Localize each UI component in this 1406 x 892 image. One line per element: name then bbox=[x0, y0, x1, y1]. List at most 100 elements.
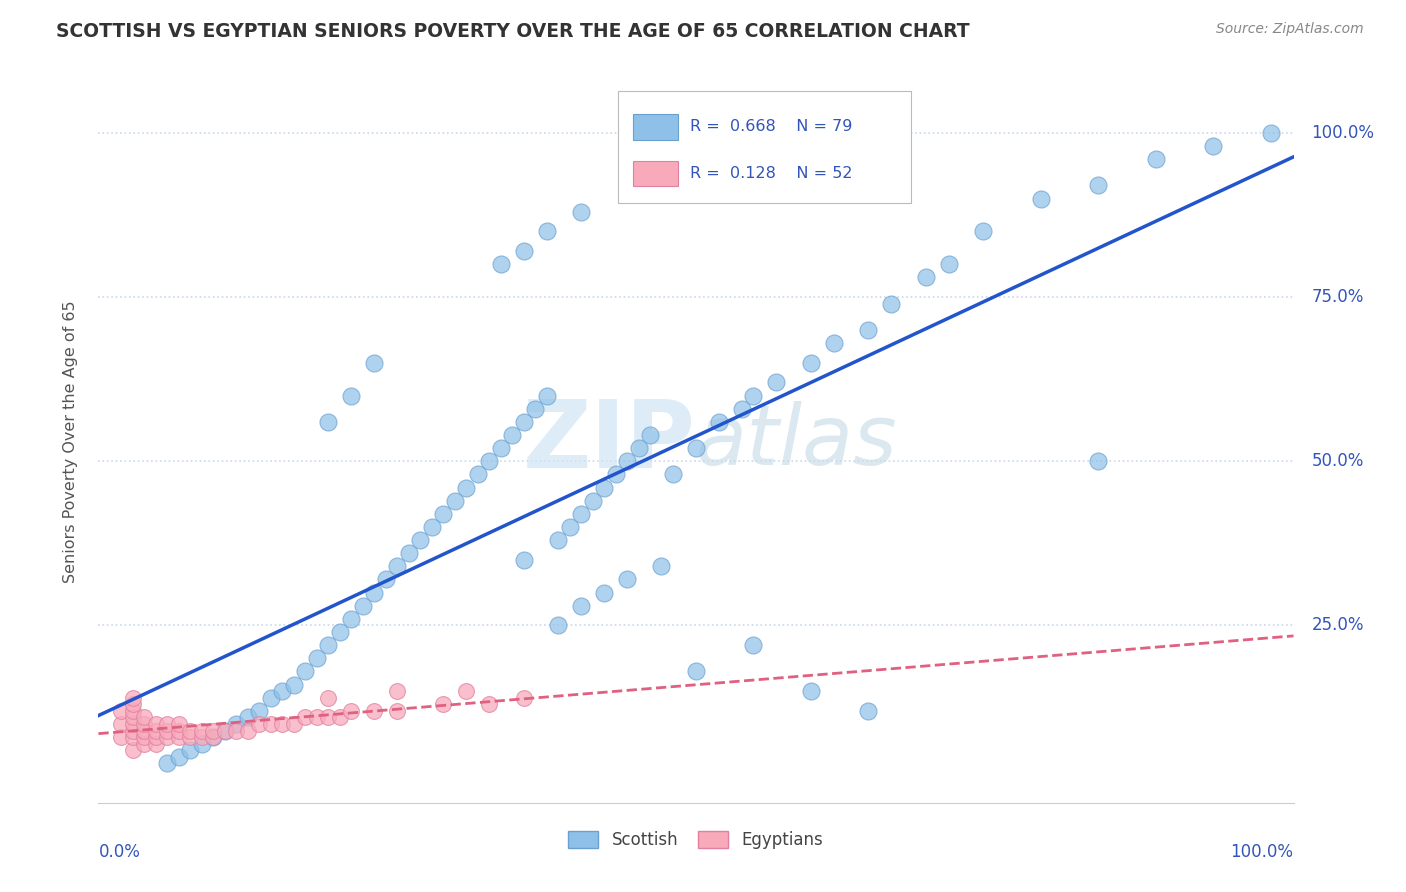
Point bbox=[202, 723, 225, 738]
Point bbox=[972, 224, 994, 238]
Point bbox=[742, 388, 765, 402]
Point bbox=[316, 638, 339, 652]
Point bbox=[167, 749, 190, 764]
Point bbox=[191, 737, 214, 751]
Point bbox=[134, 717, 156, 731]
Text: 0.0%: 0.0% bbox=[98, 843, 141, 861]
Point bbox=[363, 585, 385, 599]
Point bbox=[214, 723, 236, 738]
Text: 100.0%: 100.0% bbox=[1312, 124, 1375, 142]
Point bbox=[662, 467, 685, 482]
Point bbox=[260, 690, 283, 705]
Point bbox=[225, 723, 247, 738]
Point bbox=[202, 730, 225, 744]
Point bbox=[202, 730, 225, 744]
Point bbox=[283, 717, 305, 731]
Point bbox=[236, 723, 259, 738]
Point bbox=[191, 723, 214, 738]
Point bbox=[524, 401, 547, 416]
Text: Source: ZipAtlas.com: Source: ZipAtlas.com bbox=[1216, 22, 1364, 37]
Text: 25.0%: 25.0% bbox=[1312, 616, 1364, 634]
Point bbox=[398, 546, 420, 560]
Point bbox=[858, 323, 880, 337]
Point bbox=[432, 507, 454, 521]
Point bbox=[536, 224, 558, 238]
Point bbox=[134, 710, 156, 724]
Point bbox=[316, 710, 339, 724]
Point bbox=[616, 573, 638, 587]
Point bbox=[593, 585, 616, 599]
Point bbox=[1202, 139, 1225, 153]
Point bbox=[456, 684, 478, 698]
Point bbox=[122, 710, 145, 724]
Point bbox=[352, 599, 374, 613]
Point bbox=[294, 665, 316, 679]
Point bbox=[593, 481, 616, 495]
Point bbox=[110, 704, 132, 718]
Point bbox=[1260, 126, 1282, 140]
Point bbox=[329, 710, 352, 724]
Point bbox=[236, 710, 259, 724]
Text: atlas: atlas bbox=[696, 401, 897, 482]
Point bbox=[385, 684, 409, 698]
Point bbox=[685, 441, 707, 455]
Point bbox=[1087, 454, 1109, 468]
Text: R =  0.128    N = 52: R = 0.128 N = 52 bbox=[690, 166, 852, 181]
Point bbox=[271, 717, 294, 731]
Y-axis label: Seniors Poverty Over the Age of 65: Seniors Poverty Over the Age of 65 bbox=[63, 301, 77, 582]
Point bbox=[478, 698, 501, 712]
Point bbox=[134, 730, 156, 744]
Point bbox=[938, 257, 960, 271]
Point bbox=[547, 533, 569, 547]
Point bbox=[569, 507, 592, 521]
Point bbox=[374, 573, 396, 587]
Point bbox=[443, 493, 465, 508]
Point bbox=[122, 723, 145, 738]
Point bbox=[247, 704, 270, 718]
Point bbox=[420, 520, 443, 534]
Point bbox=[914, 270, 936, 285]
Point bbox=[707, 415, 730, 429]
Point bbox=[340, 388, 363, 402]
Point bbox=[329, 625, 352, 640]
Point bbox=[467, 467, 489, 482]
Point bbox=[363, 356, 385, 370]
Legend: Scottish, Egyptians: Scottish, Egyptians bbox=[562, 824, 830, 856]
Point bbox=[167, 730, 190, 744]
Point bbox=[179, 743, 201, 757]
Point bbox=[823, 336, 845, 351]
Point bbox=[316, 690, 339, 705]
Point bbox=[858, 704, 880, 718]
Text: R =  0.668    N = 79: R = 0.668 N = 79 bbox=[690, 119, 852, 134]
Point bbox=[363, 704, 385, 718]
Point bbox=[627, 441, 650, 455]
Point bbox=[765, 376, 787, 390]
Point bbox=[294, 710, 316, 724]
Point bbox=[1087, 178, 1109, 193]
Point bbox=[145, 730, 167, 744]
Point bbox=[145, 737, 167, 751]
Point bbox=[616, 454, 638, 468]
Point bbox=[134, 723, 156, 738]
Point bbox=[340, 612, 363, 626]
Point bbox=[156, 730, 179, 744]
Point bbox=[731, 401, 754, 416]
Point bbox=[122, 690, 145, 705]
Point bbox=[156, 756, 179, 771]
Point bbox=[432, 698, 454, 712]
Point bbox=[167, 723, 190, 738]
Text: 50.0%: 50.0% bbox=[1312, 452, 1364, 470]
Point bbox=[122, 717, 145, 731]
Point bbox=[167, 717, 190, 731]
Point bbox=[122, 698, 145, 712]
Point bbox=[536, 388, 558, 402]
Point bbox=[122, 743, 145, 757]
Point bbox=[260, 717, 283, 731]
Point bbox=[512, 553, 534, 567]
Text: SCOTTISH VS EGYPTIAN SENIORS POVERTY OVER THE AGE OF 65 CORRELATION CHART: SCOTTISH VS EGYPTIAN SENIORS POVERTY OVE… bbox=[56, 22, 970, 41]
Point bbox=[456, 481, 478, 495]
Point bbox=[800, 356, 823, 370]
Point bbox=[800, 684, 823, 698]
Point bbox=[685, 665, 707, 679]
Point bbox=[547, 618, 569, 632]
